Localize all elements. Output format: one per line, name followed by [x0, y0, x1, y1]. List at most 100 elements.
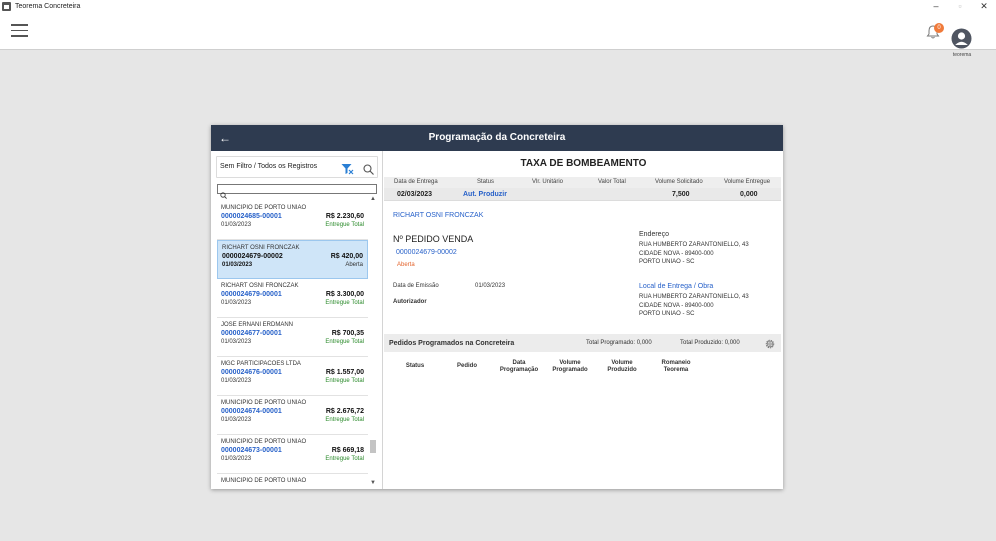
column-header: Pedido [456, 363, 477, 369]
dialog-title: Programação da Concreteira [428, 132, 566, 143]
back-arrow-icon[interactable]: ← [219, 131, 231, 145]
maximize-button[interactable]: ▫ [958, 1, 962, 11]
detail-table-header: Data de Entrega Status Vlr. Unitário Val… [384, 177, 781, 188]
row-date: 02/03/2023 [397, 191, 433, 198]
list-item-client: JOSE ERNANI ERDMANN [221, 322, 294, 328]
list-item-amount: R$ 2.676,72 [325, 408, 364, 415]
list-item-status: Entregue Total [325, 417, 364, 423]
list-item-status: Entregue Total [325, 300, 364, 306]
list-item-amount: R$ 3.300,00 [325, 291, 364, 298]
menu-icon[interactable] [11, 24, 28, 38]
dialog-header: ← Programação da Concreteira [211, 125, 783, 151]
row-volume-requested: 7,500 [672, 191, 690, 198]
column-header: Volume Entregue [724, 179, 771, 185]
list-item-status: Aberta [345, 262, 363, 268]
list-item-status: Entregue Total [325, 222, 364, 228]
list-item[interactable]: MGC PARTICIPACOES LTDA 0000024676-00001 … [217, 357, 368, 396]
list-item-client: RICHART OSNI FRONCZAK [221, 283, 299, 289]
close-button[interactable]: ✕ [980, 1, 988, 11]
search-input-icon [220, 186, 227, 199]
filter-icon[interactable] [341, 162, 354, 175]
emission-date: 01/03/2023 [475, 283, 506, 289]
list-item[interactable]: MUNICIPIO DE PORTO UNIAO 0000024685-0000… [217, 201, 368, 240]
list-item-order: 0000024679-00002 [222, 253, 283, 260]
list-item-amount: R$ 2.230,60 [325, 213, 364, 220]
list-item[interactable]: MUNICIPIO DE PORTO UNIAO 0000024674-0000… [217, 396, 368, 435]
scroll-down-icon[interactable]: ▼ [370, 480, 376, 486]
total-produced: Total Produzido: 0,000 [680, 340, 740, 346]
delivery-label: Local de Entrega / Obra [639, 283, 714, 290]
list-item-amount: R$ 1.557,00 [325, 369, 364, 376]
window-titlebar: Teorema Concreteira – ▫ ✕ [0, 0, 996, 13]
column-header: Data de Entrega [394, 179, 438, 185]
list-item-order: 0000024674-00001 [221, 408, 282, 415]
order-status: Aberta [397, 262, 415, 268]
list-item[interactable]: RICHART OSNI FRONCZAK 0000024679-00001 0… [217, 279, 368, 318]
list-item[interactable]: JOSE ERNANI ERDMANN 0000024677-00001 01/… [217, 318, 368, 357]
column-header: Status [477, 179, 495, 185]
table-row[interactable]: 02/03/2023 Aut. Produzir 7,500 0,000 [384, 188, 781, 201]
row-status: Aut. Produzir [463, 191, 507, 198]
list-item-client: MUNICIPIO DE PORTO UNIAO [221, 400, 307, 406]
column-header: Romaneio Teorema [661, 360, 691, 373]
address-line: RUA HUMBERTO ZARANTONIELLO, 43 [639, 242, 749, 248]
list-item-selected[interactable]: RICHART OSNI FRONCZAK 0000024679-00002 0… [217, 240, 368, 279]
window-title: Teorema Concreteira [15, 3, 81, 10]
column-header: Valor Total [598, 179, 626, 185]
avatar[interactable] [951, 28, 972, 49]
list-item[interactable]: MUNICIPIO DE PORTO UNIAO 0000024673-0000… [217, 435, 368, 474]
list-item-status: Entregue Total [325, 339, 364, 345]
user-label: teorema [952, 52, 972, 58]
minimize-button[interactable]: – [933, 1, 939, 11]
scroll-thumb[interactable] [370, 440, 376, 453]
address-line: RUA HUMBERTO ZARANTONIELLO, 43 [639, 294, 749, 300]
address-line: CIDADE NOVA - 89400-000 [639, 250, 714, 257]
orders-list: MUNICIPIO DE PORTO UNIAO 0000024685-0000… [217, 201, 368, 485]
column-header: Volume Solicitado [655, 179, 703, 185]
address-block: RUA HUMBERTO ZARANTONIELLO, 43 CIDADE NO… [639, 241, 749, 267]
list-item-amount: R$ 700,35 [331, 330, 364, 337]
order-label: Nº PEDIDO VENDA [393, 234, 474, 244]
address-label: Endereço [639, 231, 669, 238]
column-header: Volume Programado [552, 360, 588, 373]
list-item-date: 01/03/2023 [221, 417, 252, 423]
column-header: Vlr. Unitário [532, 179, 564, 185]
list-item-status: Entregue Total [325, 456, 364, 462]
delivery-address-block: RUA HUMBERTO ZARANTONIELLO, 43 CIDADE NO… [639, 293, 749, 319]
emission-label: Data de Emissão [393, 283, 439, 289]
total-programmed: Total Programado: 0,000 [586, 340, 652, 346]
list-item-order: 0000024685-00001 [221, 213, 282, 220]
app-icon [2, 2, 11, 11]
list-item-order: 0000024676-00001 [221, 369, 282, 376]
list-item-date: 01/03/2023 [221, 378, 252, 384]
scroll-up-icon[interactable]: ▲ [370, 196, 376, 202]
list-item-order: 0000024679-00001 [221, 291, 282, 298]
list-item-client: MGC PARTICIPACOES LTDA [221, 361, 301, 367]
list-item-client: MUNICIPIO DE PORTO UNIAO [221, 478, 307, 484]
list-item-order: 0000024673-00001 [221, 447, 282, 454]
search-icon[interactable] [363, 162, 374, 175]
address-line: CIDADE NOVA - 89400-000 [639, 302, 714, 309]
list-item-amount: R$ 420,00 [330, 253, 363, 260]
list-item-amount: R$ 669,18 [331, 447, 364, 454]
list-item-client: MUNICIPIO DE PORTO UNIAO [221, 205, 307, 211]
gear-icon[interactable] [764, 337, 776, 349]
column-header: Status [405, 363, 425, 369]
window-controls: – ▫ ✕ [924, 0, 996, 13]
detail-title: TAXA DE BOMBEAMENTO [520, 158, 647, 169]
address-line: PORTO UNIAO - SC [639, 259, 695, 265]
order-number: 0000024679-00002 [396, 249, 457, 256]
list-item-client: RICHART OSNI FRONCZAK [222, 245, 300, 251]
programming-dialog: ← Programação da Concreteira Sem Filtro … [211, 125, 783, 489]
list-scrollbar[interactable]: ▲ ▼ [369, 196, 377, 486]
filter-bar[interactable]: Sem Filtro / Todos os Registros [216, 156, 378, 178]
schedule-title: Pedidos Programados na Concreteira [389, 340, 515, 347]
notification-badge: 0 [934, 23, 944, 33]
search-input[interactable] [217, 184, 377, 199]
list-item[interactable]: MUNICIPIO DE PORTO UNIAO [217, 474, 368, 485]
orders-panel: Sem Filtro / Todos os Registros MUNICIPI… [211, 151, 383, 489]
column-header: Volume Produzido [607, 360, 637, 373]
list-item-date: 01/03/2023 [221, 300, 252, 306]
list-item-date: 01/03/2023 [221, 456, 252, 462]
authorizer-label: Autorizador [393, 299, 427, 305]
